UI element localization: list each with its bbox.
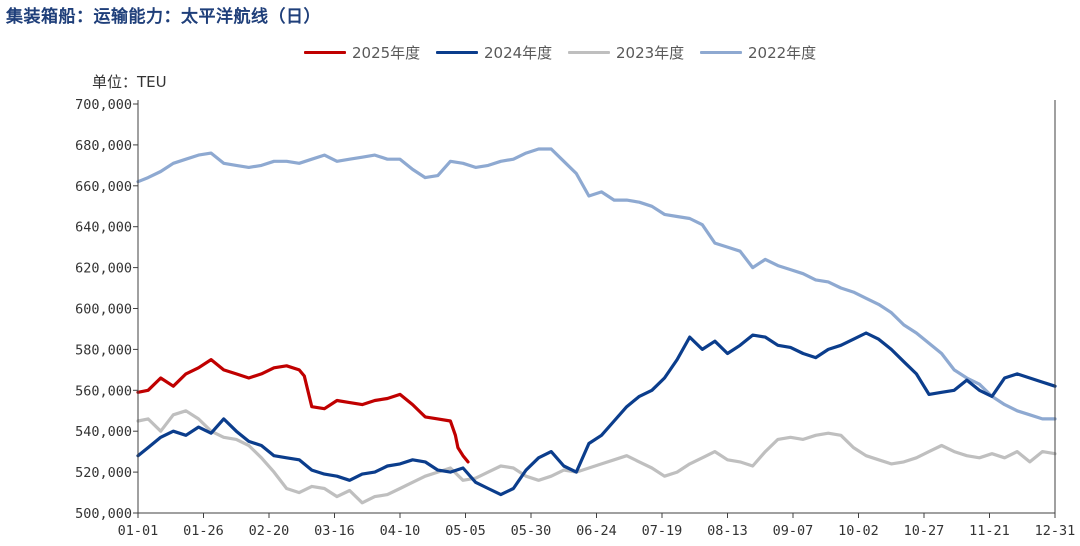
y-tick-label: 520,000 — [75, 465, 132, 481]
legend-swatch-2022 — [700, 50, 742, 54]
series-line-2025 — [136, 358, 470, 464]
x-tick-label: 08-13 — [707, 523, 748, 539]
x-tick-label: 02-20 — [249, 523, 290, 539]
y-tick-label: 620,000 — [75, 261, 132, 277]
legend-item-2024: 2024年度 — [436, 40, 552, 64]
x-tick-label: 05-30 — [511, 523, 552, 539]
x-tick-label: 05-05 — [445, 523, 486, 539]
y-tick-label: 500,000 — [75, 506, 132, 522]
x-tick-label: 04-10 — [380, 523, 421, 539]
x-tick-label: 01-01 — [118, 523, 159, 539]
x-tick-label: 09-07 — [773, 523, 814, 539]
x-tick-label: 12-31 — [1035, 523, 1076, 539]
legend-label-2024: 2024年度 — [484, 43, 553, 62]
series-line-2022 — [136, 147, 1057, 421]
series-line-2024 — [136, 331, 1057, 497]
legend-swatch-2023 — [568, 50, 610, 54]
x-tick-label: 06-24 — [576, 523, 617, 539]
legend-label-2022: 2022年度 — [748, 43, 817, 62]
y-tick-label: 660,000 — [75, 179, 132, 195]
y-tick-label: 560,000 — [75, 383, 132, 399]
y-tick-label: 580,000 — [75, 342, 132, 358]
x-tick-label: 10-27 — [904, 523, 945, 539]
y-tick-label: 700,000 — [75, 97, 132, 113]
x-tick-label: 01-26 — [183, 523, 224, 539]
legend-swatch-2025 — [304, 50, 346, 54]
legend-item-2022: 2022年度 — [700, 40, 816, 64]
y-unit-label: 单位：TEU — [92, 73, 167, 91]
y-tick-label: 600,000 — [75, 302, 132, 318]
legend-item-2023: 2023年度 — [568, 40, 684, 64]
x-tick-label: 03-16 — [314, 523, 355, 539]
y-tick-label: 540,000 — [75, 424, 132, 440]
series-layer — [136, 147, 1057, 505]
y-tick-label: 640,000 — [75, 220, 132, 236]
y-tick-label: 680,000 — [75, 138, 132, 154]
legend: 2025年度 2024年度 2023年度 2022年度 — [0, 40, 1080, 64]
legend-item-2025: 2025年度 — [304, 40, 420, 64]
x-tick-label: 11-21 — [969, 523, 1010, 539]
chart-title: 集装箱船：运输能力：太平洋航线（日） — [6, 7, 321, 27]
axis-layer: 500,000 520,000 540,000 560,000 580,000 600,0… — [75, 97, 1075, 539]
series-line-2023 — [136, 409, 1057, 505]
x-tick-label: 07-19 — [642, 523, 683, 539]
x-tick-label: 10-02 — [838, 523, 879, 539]
legend-label-2023: 2023年度 — [616, 43, 685, 62]
legend-label-2025: 2025年度 — [352, 43, 421, 62]
legend-swatch-2024 — [436, 50, 478, 54]
